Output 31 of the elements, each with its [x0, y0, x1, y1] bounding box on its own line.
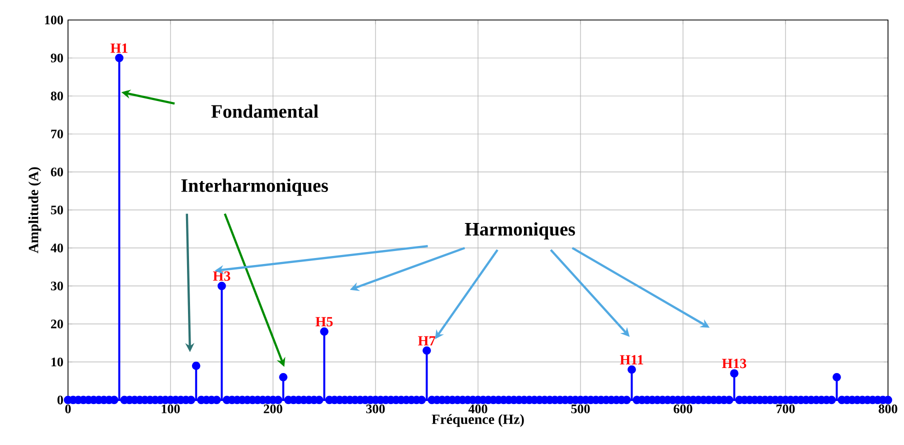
- x-tick-label: 800: [878, 404, 898, 414]
- x-tick-label: 600: [674, 404, 692, 414]
- x-tick-label: 400: [468, 404, 488, 414]
- annotation: H13: [722, 358, 746, 368]
- y-tick-label: 20: [51, 320, 63, 328]
- y-tick-label: 0: [57, 396, 63, 404]
- y-tick-label: 10: [52, 358, 63, 366]
- y-tick-label: 70: [51, 130, 63, 138]
- x-tick-label: 300: [366, 404, 385, 414]
- annotation: H1: [110, 44, 128, 53]
- x-tick-label: 0: [65, 404, 71, 414]
- annotation: Interharmoniques: [181, 178, 328, 196]
- y-tick-label: 30: [50, 282, 63, 290]
- annotation: Harmoniques: [464, 222, 575, 240]
- annotation: H11: [620, 355, 644, 364]
- x-tick-label: 700: [776, 404, 795, 414]
- y-axis-title: Amplitude (A): [28, 167, 42, 254]
- annotation: H3: [213, 271, 230, 281]
- y-tick-label: 100: [45, 16, 63, 24]
- x-tick-label: 100: [162, 404, 180, 414]
- x-tick-label: 500: [571, 404, 590, 414]
- annotation: H7: [418, 336, 436, 346]
- y-tick-label: 60: [50, 168, 63, 176]
- y-tick-label: 40: [50, 244, 63, 252]
- x-tick-label: 200: [264, 404, 282, 414]
- y-tick-label: 90: [50, 54, 63, 62]
- y-tick-label: 50: [50, 206, 63, 214]
- annotation: Fondamental: [211, 104, 318, 118]
- y-tick-label: 80: [50, 92, 63, 100]
- annotation: H5: [316, 317, 333, 326]
- x-axis-title: Fréquence (Hz): [432, 414, 524, 427]
